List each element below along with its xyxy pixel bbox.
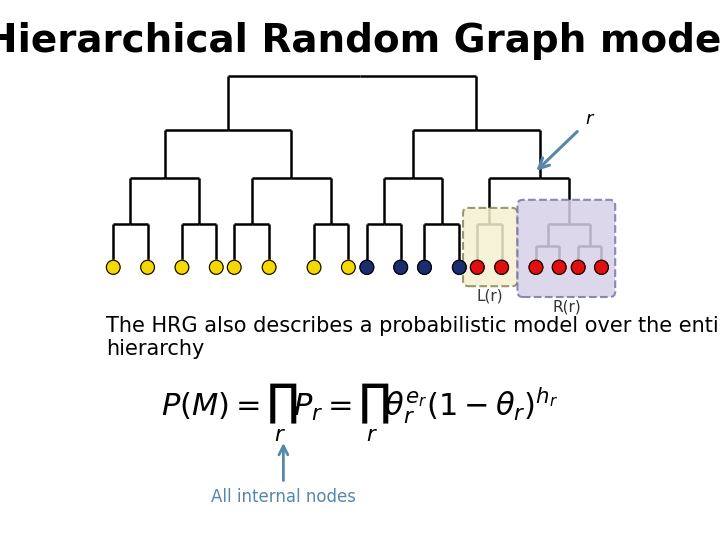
- Circle shape: [495, 260, 508, 274]
- Circle shape: [341, 260, 355, 274]
- Circle shape: [107, 260, 120, 274]
- Circle shape: [595, 260, 608, 274]
- Circle shape: [360, 260, 374, 274]
- Circle shape: [529, 260, 543, 274]
- FancyBboxPatch shape: [518, 200, 615, 297]
- Circle shape: [572, 260, 585, 274]
- Text: The HRG also describes a probabilistic model over the entire
hierarchy: The HRG also describes a probabilistic m…: [107, 316, 720, 359]
- Text: $r$: $r$: [585, 110, 595, 128]
- Circle shape: [210, 260, 223, 274]
- Circle shape: [470, 260, 484, 274]
- Text: R(r): R(r): [553, 300, 582, 315]
- Text: $P(M) = \prod_r P_r = \prod_r \theta_r^{e_r}(1 - \theta_r)^{h_r}$: $P(M) = \prod_r P_r = \prod_r \theta_r^{…: [161, 382, 559, 444]
- Text: L(r): L(r): [476, 289, 503, 304]
- Circle shape: [175, 260, 189, 274]
- Circle shape: [228, 260, 241, 274]
- Text: Hierarchical Random Graph model: Hierarchical Random Graph model: [0, 22, 720, 59]
- Text: All internal nodes: All internal nodes: [211, 488, 356, 506]
- Circle shape: [452, 260, 467, 274]
- Circle shape: [307, 260, 321, 274]
- Circle shape: [140, 260, 155, 274]
- FancyBboxPatch shape: [463, 208, 518, 286]
- Circle shape: [394, 260, 408, 274]
- Circle shape: [262, 260, 276, 274]
- Circle shape: [552, 260, 566, 274]
- Circle shape: [418, 260, 431, 274]
